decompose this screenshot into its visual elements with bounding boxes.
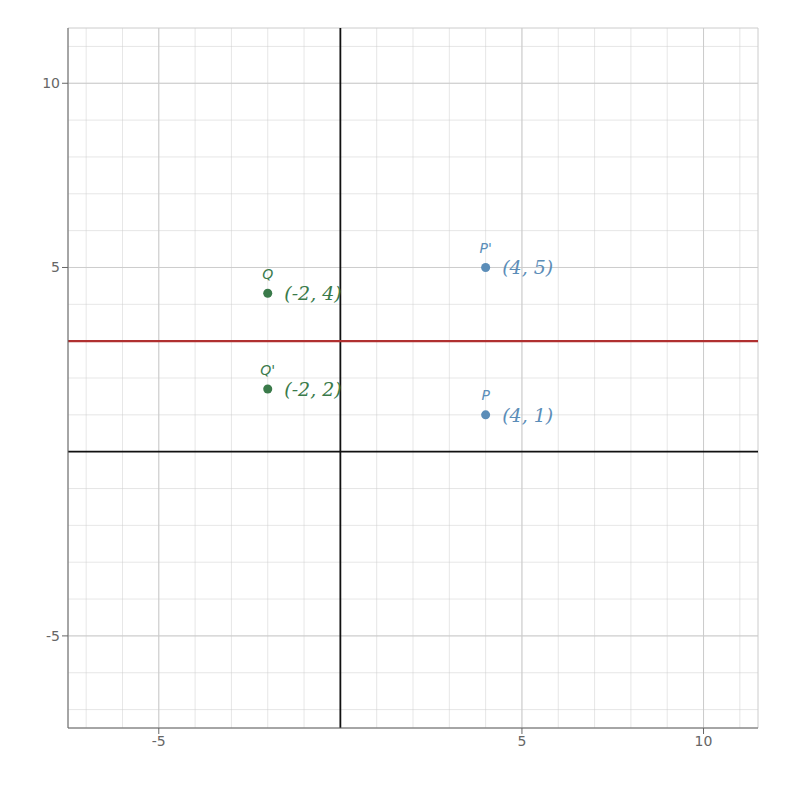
svg-text:10: 10 [42,75,60,91]
svg-text:(-2, 2): (-2, 2) [284,378,342,400]
svg-text:P: P [481,387,490,403]
svg-text:Q': Q' [260,362,275,378]
svg-text:(4, 5): (4, 5) [502,256,553,278]
svg-text:5: 5 [517,733,526,749]
svg-text:(-2, 4): (-2, 4) [284,282,342,304]
svg-text:P': P' [479,240,491,256]
svg-text:Q: Q [262,266,273,282]
svg-text:5: 5 [51,259,60,275]
svg-text:-5: -5 [46,628,60,644]
svg-text:(4, 1): (4, 1) [502,404,553,426]
svg-text:-5: -5 [152,733,166,749]
svg-text:10: 10 [695,733,713,749]
